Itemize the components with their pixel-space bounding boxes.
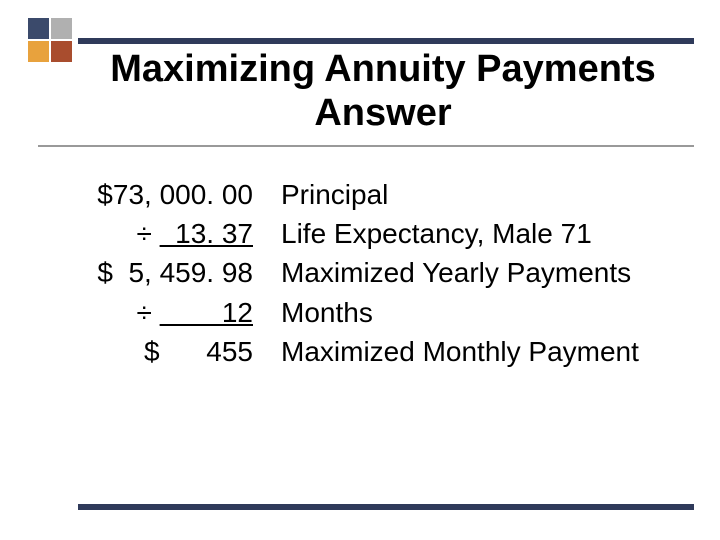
principal-value: $73, 000. 00 (97, 179, 253, 210)
logo-square-2 (51, 18, 72, 39)
content-area: $73, 000. 00 ÷ 13. 37 $ 5, 459. 98 ÷ 12 … (78, 175, 690, 371)
divisor2-op: ÷ (136, 297, 159, 328)
label-yearly: Maximized Yearly Payments (281, 257, 631, 288)
bottom-rule (78, 504, 694, 510)
divisor2-value: 12 (160, 297, 253, 328)
label-life-expectancy: Life Expectancy, Male 71 (281, 218, 592, 249)
slide-title: Maximizing Annuity Payments Answer (76, 48, 690, 135)
label-months: Months (281, 297, 373, 328)
monthly-value: $ 455 (144, 336, 253, 367)
label-principal: Principal (281, 179, 388, 210)
title-underline (38, 145, 694, 147)
yearly-value: $ 5, 459. 98 (97, 257, 253, 288)
logo-square-3 (28, 41, 49, 62)
calculation-column: $73, 000. 00 ÷ 13. 37 $ 5, 459. 98 ÷ 12 … (78, 175, 253, 371)
logo-square-1 (28, 18, 49, 39)
label-monthly: Maximized Monthly Payment (281, 336, 639, 367)
divisor1-value: 13. 37 (160, 218, 253, 249)
divisor1-op: ÷ (136, 218, 159, 249)
logo-squares (28, 18, 72, 62)
top-rule (78, 38, 694, 44)
labels-column: Principal Life Expectancy, Male 71 Maxim… (281, 175, 639, 371)
logo-square-4 (51, 41, 72, 62)
